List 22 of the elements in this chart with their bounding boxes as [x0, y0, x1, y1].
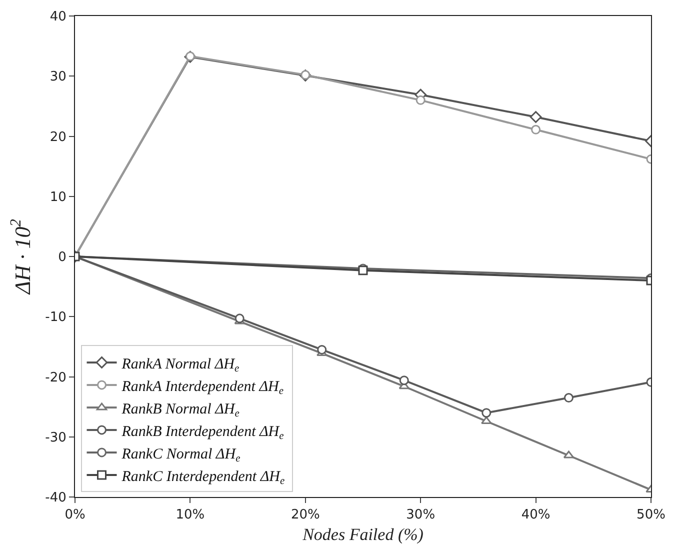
x-tick-label: 40%	[521, 508, 550, 523]
y-tick-label: 10	[50, 190, 66, 205]
legend-label: RankA Interdependent ΔH$_{e}$	[120, 378, 284, 397]
y-tick-label: -30	[45, 430, 66, 446]
x-tick-label: 50%	[636, 508, 666, 523]
legend-label: RankC Interdependent ΔH$_{e}$	[120, 468, 285, 487]
y-tick-label: -40	[45, 490, 66, 506]
legend-label: RankB Normal ΔH$_{e}$	[120, 401, 240, 420]
legend-label: RankA Normal ΔH$_{e}$	[120, 356, 240, 374]
x-tick-label: 0%	[64, 508, 86, 523]
y-tick-label: -10	[45, 310, 66, 326]
y-tick-label: 0	[58, 250, 66, 266]
y-tick-label: 40	[50, 10, 66, 25]
y-tick-label: 20	[50, 130, 66, 145]
x-tick-label: 30%	[406, 508, 436, 523]
y-tick-label: 30	[50, 70, 66, 85]
legend-label: RankC Normal ΔH$_{e}$	[120, 446, 241, 464]
legend-label: RankB Interdependent ΔH$_{e}$	[120, 424, 284, 442]
x-tick-label: 20%	[290, 508, 320, 523]
x-tick-label: 10%	[176, 508, 205, 523]
x-axis-title: Nodes Failed (%)	[302, 525, 424, 544]
y-tick-label: -20	[45, 370, 66, 386]
